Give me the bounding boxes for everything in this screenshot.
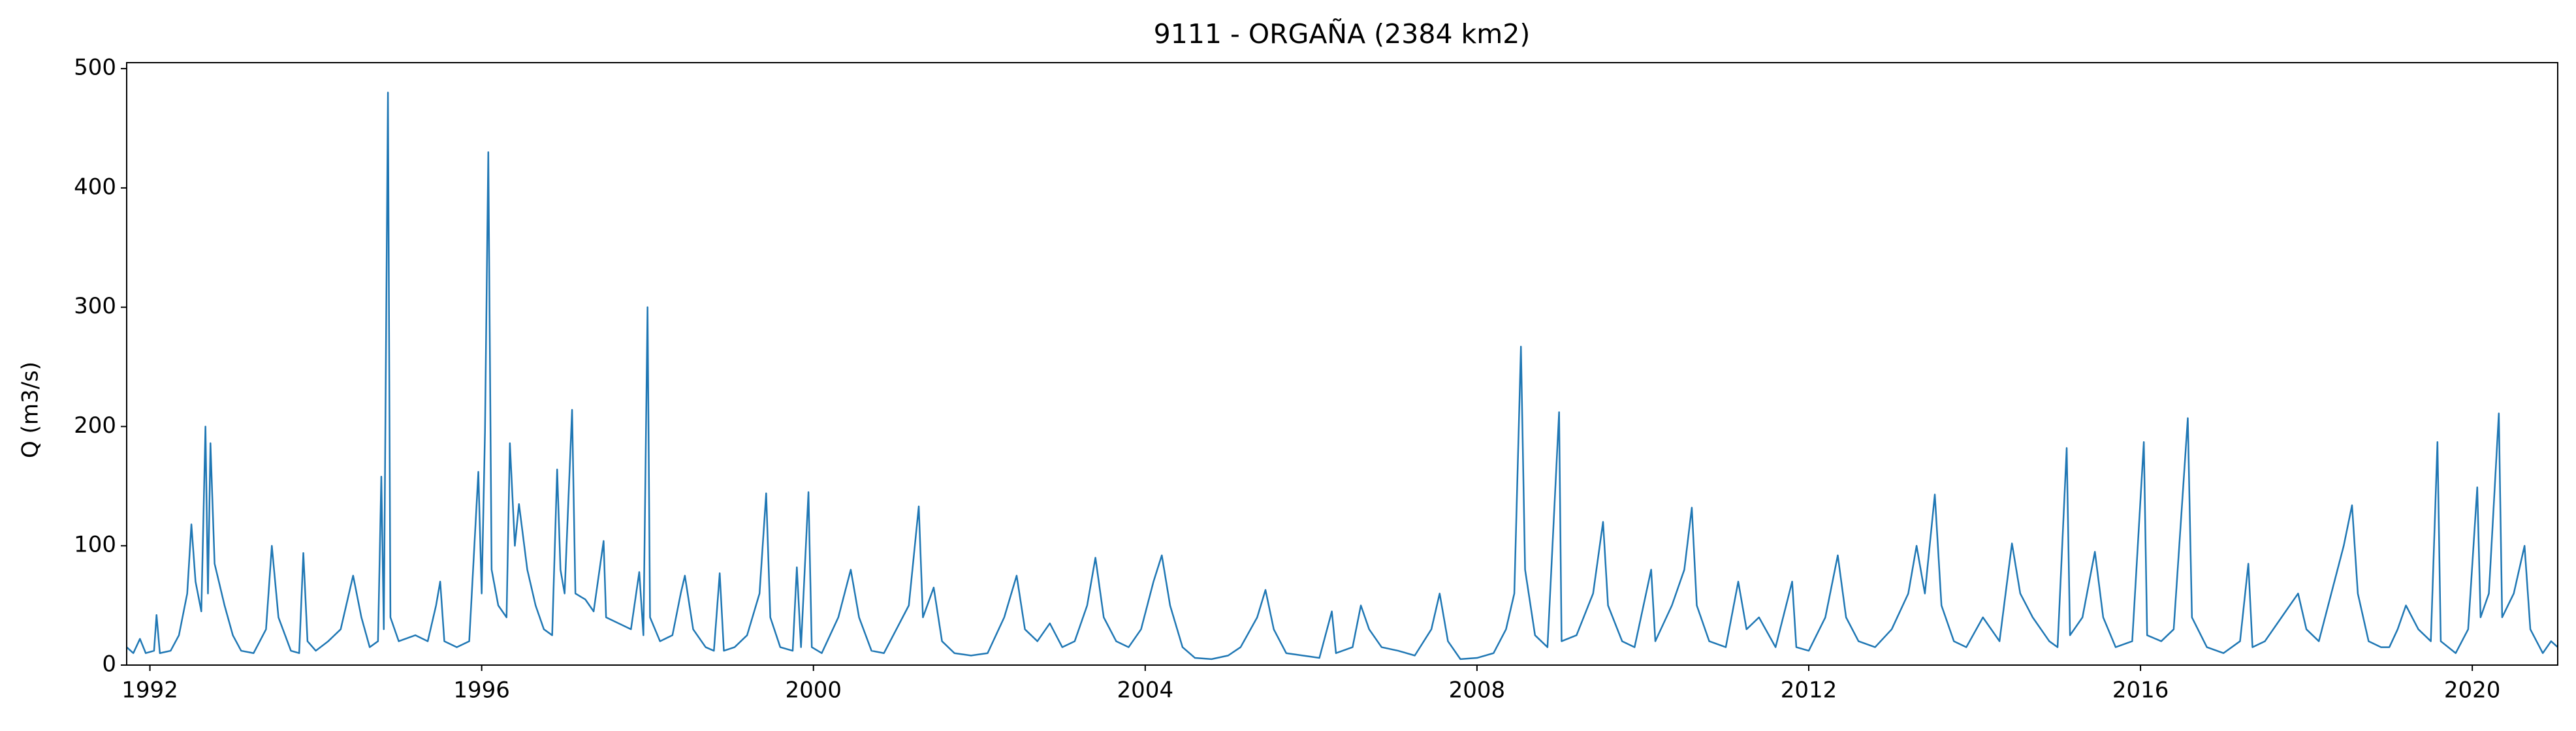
plot-frame (126, 62, 2558, 666)
x-tick-label: 1996 (453, 677, 510, 704)
x-tick-label: 2008 (1449, 677, 1506, 704)
y-axis-label: Q (m3/s) (18, 362, 44, 458)
x-tick-label: 2004 (1117, 677, 1174, 704)
x-tick-label: 2000 (785, 677, 842, 704)
x-tick-label: 2016 (2112, 677, 2169, 704)
y-tick-label: 200 (74, 412, 116, 439)
x-tick-label: 2020 (2444, 677, 2501, 704)
y-tick-label: 100 (74, 532, 116, 558)
y-tick-label: 300 (74, 293, 116, 319)
x-tick-label: 1992 (121, 677, 178, 704)
y-tick-label: 400 (74, 174, 116, 200)
chart-title: 9111 - ORGAÑA (2384 km2) (1154, 18, 1531, 50)
x-tick-label: 2012 (1781, 677, 1837, 704)
data-line (127, 91, 2558, 661)
y-tick-label: 500 (74, 55, 116, 81)
y-tick-label: 0 (102, 651, 116, 677)
